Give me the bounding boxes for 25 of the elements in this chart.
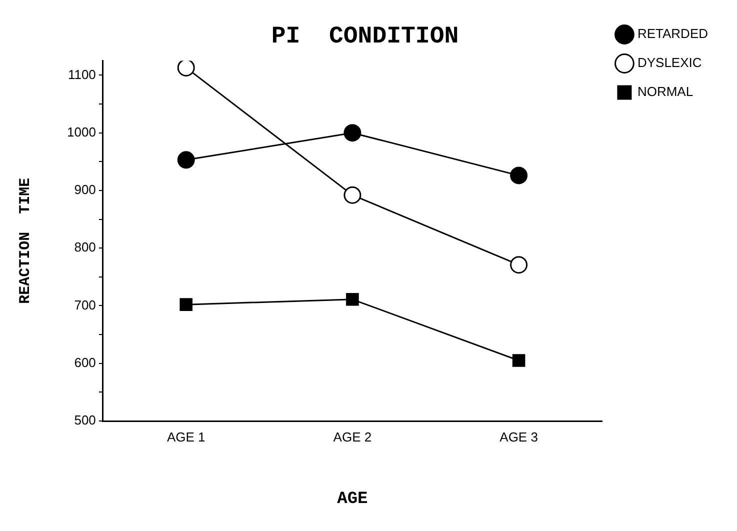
- point: [344, 186, 362, 204]
- point: [512, 354, 526, 367]
- point: [510, 256, 528, 274]
- x-tick-label: AGE 2: [333, 429, 372, 444]
- x-axis-title: AGE: [337, 490, 368, 510]
- legend-label: RETARDED: [637, 26, 708, 42]
- y-tick-label: 900: [74, 182, 96, 198]
- point: [180, 298, 192, 311]
- y-tick-label: 500: [74, 412, 96, 428]
- x-tick-label: AGE 3: [500, 429, 538, 444]
- x-tick-label: AGE 1: [166, 429, 206, 444]
- point: [177, 60, 195, 76]
- point: [344, 124, 362, 142]
- y-tick-label: 600: [74, 354, 96, 370]
- y-tick-label: 700: [74, 297, 96, 312]
- legend-label: DYSLEXIC: [637, 55, 702, 70]
- y-tick-label: 800: [74, 240, 96, 255]
- y-axis-title: REACTION TIME: [16, 178, 34, 304]
- legend-label: NORMAL: [637, 84, 694, 100]
- chart-title: PI CONDITION: [271, 23, 459, 50]
- y-tick-label: 1000: [67, 124, 96, 140]
- point: [346, 292, 359, 306]
- y-tick-label: 1100: [68, 66, 96, 82]
- point: [177, 151, 195, 169]
- point: [510, 166, 528, 184]
